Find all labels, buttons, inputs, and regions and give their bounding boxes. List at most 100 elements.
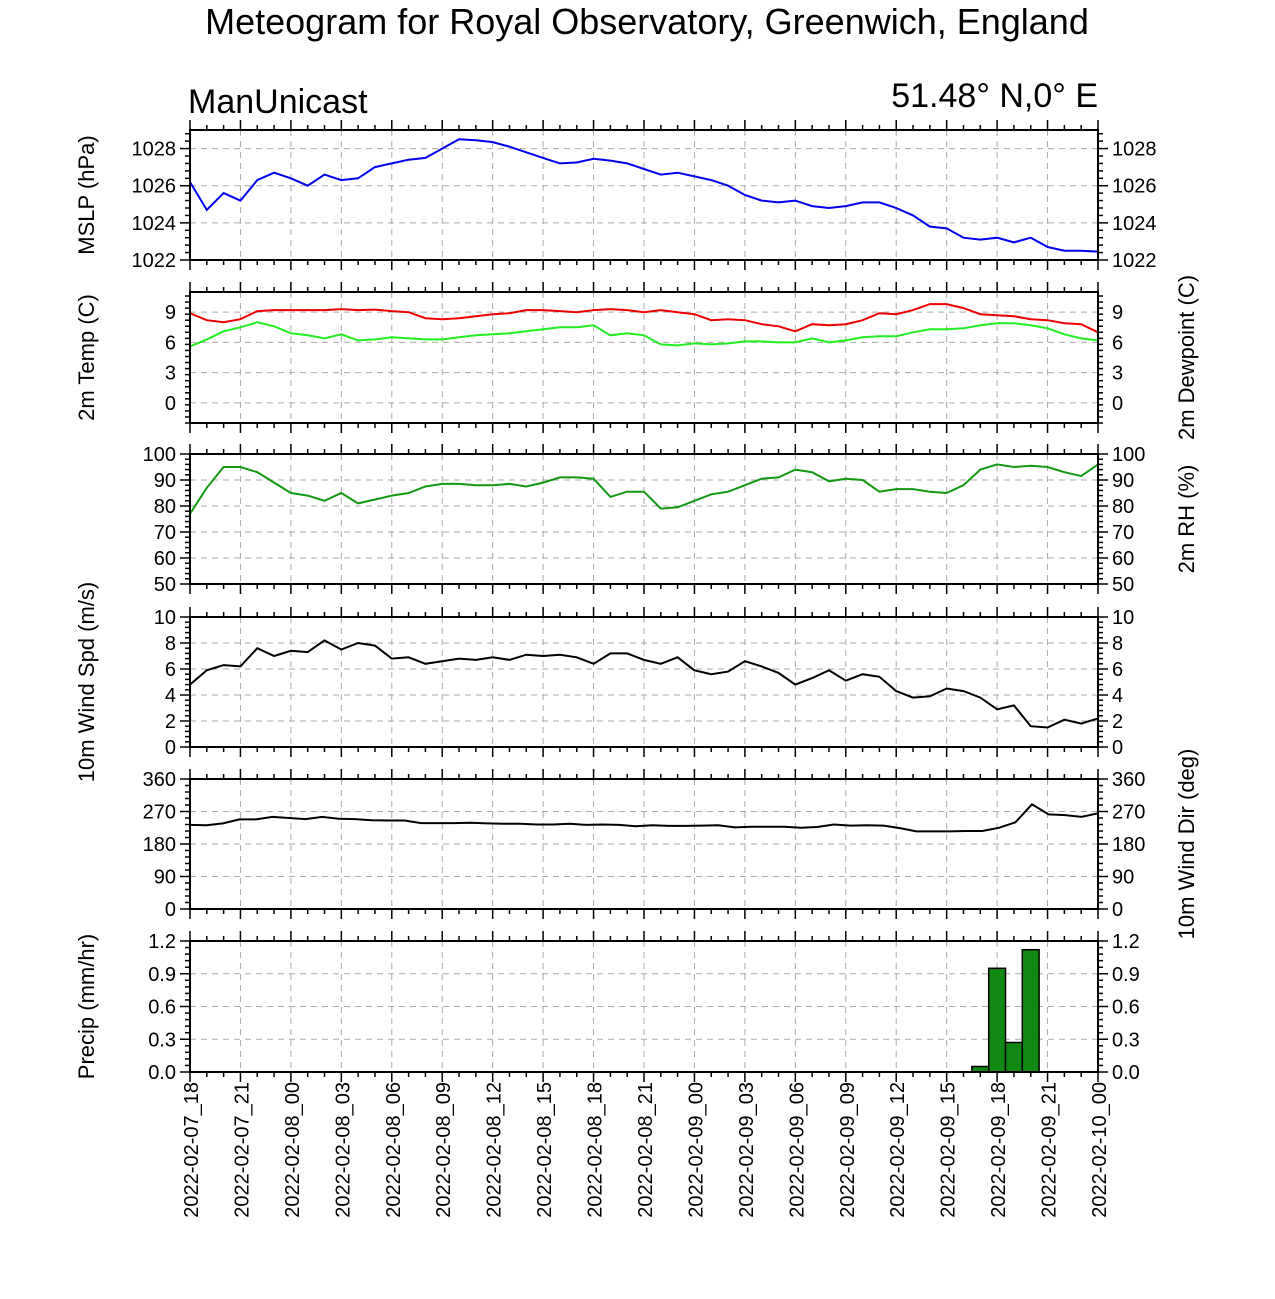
y-tick-label-right: 90 [1112,867,1134,889]
x-tick-label: 2022-02-08_09 [433,1082,455,1218]
y-tick-label-left: 1022 [132,250,177,272]
y-tick-label-right: 360 [1112,769,1145,791]
y-tick-label-right: 0 [1112,737,1123,759]
y-axis-label-left: MSLP (hPa) [74,135,99,254]
x-tick-label: 2022-02-08_00 [282,1082,304,1218]
y-axis-label-right: 2m Dewpoint (C) [1174,275,1199,440]
series-line-wspd-0 [189,639,1099,729]
y-tick-label-right: 180 [1112,834,1145,856]
y-tick-label-left: 0.0 [148,1062,176,1084]
location-label: 51.48° N,0° E [891,77,1098,115]
panel-precip: 0.0 0.0 0.3 0.3 0.6 0.6 0.9 0.9 1.2 1.2 Precip (mm… [74,931,1140,1084]
x-tick-label: 2022-02-09_21 [1039,1082,1061,1218]
y-tick-label-right: 0.0 [1112,1062,1140,1084]
x-tick-label: 2022-02-08_15 [534,1082,556,1218]
y-tick-label-right: 6 [1112,659,1123,681]
y-tick-label-left: 60 [154,548,176,570]
y-tick-label-left: 2 [165,711,176,733]
y-tick-label-left: 80 [154,496,176,518]
y-tick-label-left: 6 [165,332,176,354]
y-axis-label-right: 10m Wind Dir (deg) [1174,749,1199,940]
y-tick-label-left: 90 [154,867,176,889]
y-tick-label-right: 270 [1112,802,1145,824]
y-tick-label-right: 0.9 [1112,964,1140,986]
y-tick-label-right: 4 [1112,685,1123,707]
x-tick-label: 2022-02-09_15 [938,1082,960,1218]
y-tick-label-left: 0 [165,737,176,759]
y-tick-label-right: 80 [1112,496,1134,518]
y-tick-label-left: 4 [165,685,176,707]
y-tick-label-right: 1.2 [1112,931,1140,953]
precip-bar [1004,1041,1024,1073]
y-tick-label-left: 1024 [132,213,177,235]
x-tick-label: 2022-02-09_18 [988,1082,1010,1218]
y-axis-label-left: Precip (mm/hr) [74,934,99,1079]
precip-bar [987,967,1007,1073]
y-tick-label-left: 3 [165,363,176,385]
series-line-rh-0 [189,463,1099,515]
y-tick-label-right: 6 [1112,332,1123,354]
y-axis-label-right: 2m RH (%) [1174,465,1199,574]
y-tick-label-right: 10 [1112,607,1134,629]
series-line-wdir-0 [189,803,1099,833]
model-label: ManUnicast [188,83,368,121]
y-tick-label-left: 100 [143,444,176,466]
x-tick-label: 2022-02-10_00 [1089,1082,1111,1218]
y-axis-label-left: 2m Temp (C) [74,294,99,421]
y-tick-label-right: 8 [1112,633,1123,655]
y-axis-label-left: 10m Wind Spd (m/s) [74,582,99,783]
y-tick-label-left: 1028 [132,139,177,161]
x-tick-label: 2022-02-07_18 [181,1082,203,1218]
y-tick-label-left: 180 [143,834,176,856]
y-tick-label-right: 3 [1112,363,1123,385]
y-tick-label-right: 0.3 [1112,1029,1140,1051]
y-tick-label-left: 0.3 [148,1029,176,1051]
y-tick-label-right: 0 [1112,393,1123,415]
y-tick-label-left: 1.2 [148,931,176,953]
y-tick-label-left: 50 [154,574,176,596]
panel-temp: 0 0 3 3 6 6 9 9 2m Temp (C) 2m Dewpoint (C) [74,275,1199,440]
x-tick-label: 2022-02-09_00 [685,1082,707,1218]
series-line-temp-1 [189,321,1099,348]
y-tick-label-left: 1026 [132,176,177,198]
y-tick-label-right: 0.6 [1112,997,1140,1019]
y-tick-label-right: 0 [1112,899,1123,921]
chart-title: Meteogram for Royal Observatory, Greenwi… [205,1,1089,42]
y-tick-label-right: 1028 [1112,139,1157,161]
y-tick-label-left: 0.6 [148,997,176,1019]
y-tick-label-right: 2 [1112,711,1123,733]
y-tick-label-right: 1024 [1112,213,1157,235]
y-tick-label-right: 90 [1112,470,1134,492]
y-tick-label-left: 0.9 [148,964,176,986]
x-tick-label: 2022-02-08_06 [383,1082,405,1218]
y-tick-label-left: 0 [165,899,176,921]
precip-bar [1021,948,1040,1073]
y-tick-label-left: 70 [154,522,176,544]
y-tick-label-left: 10 [154,607,176,629]
y-tick-label-left: 9 [165,302,176,324]
x-tick-label: 2022-02-09_06 [786,1082,808,1218]
series-line-temp-0 [189,303,1099,334]
y-tick-label-right: 60 [1112,548,1134,570]
x-tick-label: 2022-02-08_21 [635,1082,657,1218]
y-tick-label-left: 90 [154,470,176,492]
y-tick-label-right: 50 [1112,574,1134,596]
y-tick-label-right: 70 [1112,522,1134,544]
y-tick-label-left: 270 [143,802,176,824]
y-tick-label-right: 9 [1112,302,1123,324]
y-tick-label-left: 8 [165,633,176,655]
panel-wspd: 0 0 2 2 4 4 6 6 8 8 10 10 10m Wind Spd (m/s) [74,582,1134,783]
y-tick-label-right: 1022 [1112,250,1157,272]
y-tick-label-left: 0 [165,393,176,415]
x-tick-label: 2022-02-08_03 [332,1082,354,1218]
x-tick-label: 2022-02-09_09 [837,1082,859,1218]
series-line-mslp-0 [189,138,1099,253]
x-tick-label: 2022-02-07_21 [231,1082,253,1218]
y-tick-label-left: 6 [165,659,176,681]
panel-wdir: 0 0 90 90 180 180 270 270 360 360 10m Wind Dir (de… [143,749,1199,940]
x-tick-label: 2022-02-09_12 [887,1082,909,1218]
y-tick-label-right: 1026 [1112,176,1157,198]
x-tick-label: 2022-02-08_12 [484,1082,506,1218]
